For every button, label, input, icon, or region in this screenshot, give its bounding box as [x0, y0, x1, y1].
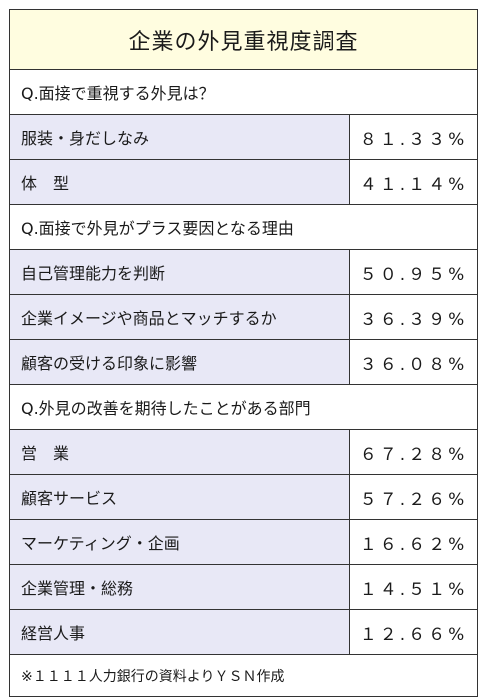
table-row: 体 型 ４１.１４% — [10, 159, 477, 204]
item-label: 顧客サービス — [10, 475, 350, 519]
table-row: 顧客サービス ５７.２６% — [10, 474, 477, 519]
item-label: 体 型 — [10, 160, 350, 204]
item-value: ３６.０８% — [350, 340, 477, 384]
item-value: ５０.９５% — [350, 250, 477, 294]
item-label: 自己管理能力を判断 — [10, 250, 350, 294]
source-note: ※１１１１人力銀行の資料よりＹＳＮ作成 — [10, 654, 477, 696]
item-label: 企業イメージや商品とマッチするか — [10, 295, 350, 339]
item-value: １４.５１% — [350, 565, 477, 609]
question-heading: Q.面接で重視する外見は？ — [10, 69, 477, 114]
item-value: ３６.３９% — [350, 295, 477, 339]
item-label: マーケティング・企画 — [10, 520, 350, 564]
table-title: 企業の外見重視度調査 — [10, 10, 477, 69]
item-label: 企業管理・総務 — [10, 565, 350, 609]
item-value: ８１.３３% — [350, 115, 477, 159]
item-value: ６７.２８% — [350, 430, 477, 474]
question-heading: Q.面接で外見がプラス要因となる理由 — [10, 204, 477, 249]
item-value: ５７.２６% — [350, 475, 477, 519]
item-value: ４１.１４% — [350, 160, 477, 204]
table-row: 企業管理・総務 １４.５１% — [10, 564, 477, 609]
item-label: 経営人事 — [10, 610, 350, 654]
survey-table: 企業の外見重視度調査 Q.面接で重視する外見は？ 服装・身だしなみ ８１.３３% 体 … — [9, 9, 478, 697]
item-value: １２.６６% — [350, 610, 477, 654]
table-row: 自己管理能力を判断 ５０.９５% — [10, 249, 477, 294]
table-row: 顧客の受ける印象に影響 ３６.０８% — [10, 339, 477, 384]
item-label: 顧客の受ける印象に影響 — [10, 340, 350, 384]
table-row: 営 業 ６７.２８% — [10, 429, 477, 474]
question-heading: Q.外見の改善を期待したことがある部門 — [10, 384, 477, 429]
table-row: 経営人事 １２.６６% — [10, 609, 477, 654]
table-row: 企業イメージや商品とマッチするか ３６.３９% — [10, 294, 477, 339]
item-label: 服装・身だしなみ — [10, 115, 350, 159]
table-row: マーケティング・企画 １６.６２% — [10, 519, 477, 564]
item-value: １６.６２% — [350, 520, 477, 564]
item-label: 営 業 — [10, 430, 350, 474]
table-row: 服装・身だしなみ ８１.３３% — [10, 114, 477, 159]
